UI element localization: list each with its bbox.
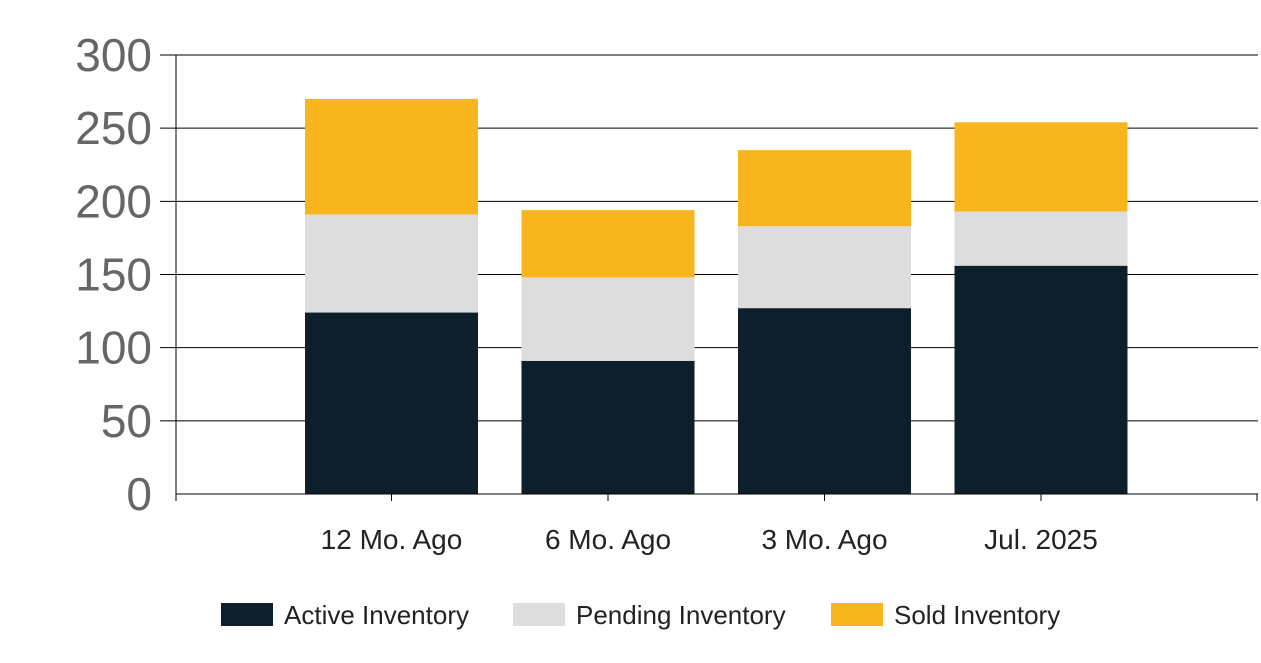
y-tick-label: 0 [126, 468, 152, 520]
bar-segment-sold-inventory [954, 122, 1128, 212]
legend-swatch [831, 603, 883, 626]
y-tick-label: 100 [75, 322, 152, 374]
bar-segment-pending-inventory [954, 211, 1128, 266]
bar-segment-active-inventory [521, 360, 695, 494]
x-tick-label: 3 Mo. Ago [761, 524, 887, 555]
x-tick-label: 6 Mo. Ago [545, 524, 671, 555]
x-tick-label: 12 Mo. Ago [321, 524, 463, 555]
bar-segment-pending-inventory [738, 226, 911, 309]
y-tick-label: 50 [101, 395, 152, 447]
bar-segment-pending-inventory [305, 214, 478, 313]
bar-segment-pending-inventory [521, 277, 695, 361]
x-axis-tick-labels: 12 Mo. Ago 6 Mo. Ago 3 Mo. Ago Jul. 2025 [321, 524, 1098, 555]
x-tick-label: Jul. 2025 [984, 524, 1098, 555]
bar-segment-sold-inventory [521, 210, 695, 278]
bar-segment-sold-inventory [305, 98, 478, 215]
legend-label: Active Inventory [284, 600, 469, 630]
y-tick-label: 200 [75, 175, 152, 227]
bar-segment-active-inventory [305, 312, 478, 494]
legend-swatch [513, 603, 565, 626]
legend: Active Inventory Pending Inventory Sold In… [221, 600, 1060, 630]
bar-segment-sold-inventory [738, 150, 911, 227]
bar-segment-active-inventory [954, 265, 1128, 494]
bar-segment-active-inventory [738, 308, 911, 494]
bars-group [305, 98, 1128, 494]
legend-label: Sold Inventory [894, 600, 1060, 630]
y-tick-label: 250 [75, 102, 152, 154]
y-tick-label: 300 [75, 29, 152, 81]
legend-label: Pending Inventory [576, 600, 786, 630]
legend-swatch [221, 603, 273, 626]
y-axis-tick-labels: 0 50 100 150 200 250 300 [75, 29, 152, 520]
y-tick-label: 150 [75, 249, 152, 301]
axes [175, 55, 1258, 501]
